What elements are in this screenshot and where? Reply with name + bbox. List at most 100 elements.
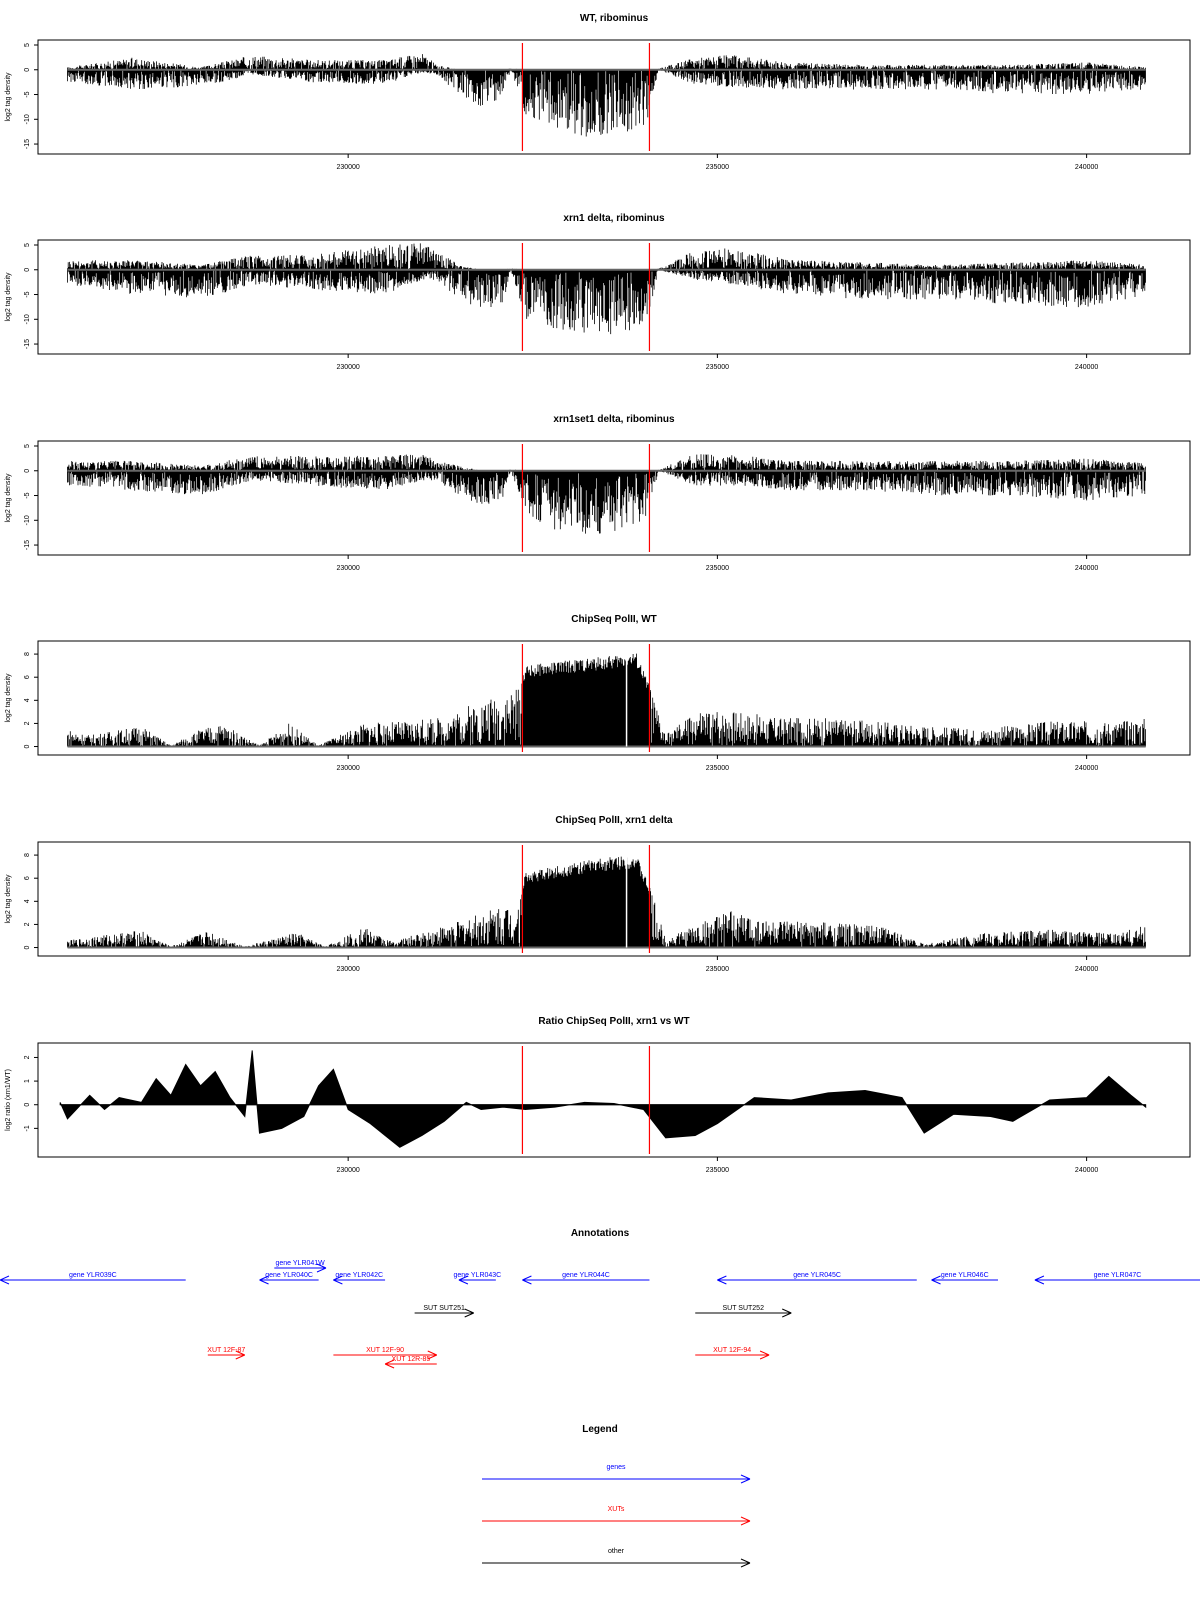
legend-title: Legend bbox=[582, 1424, 618, 1435]
y-tick-label: -1 bbox=[24, 1125, 31, 1131]
feature-sut-sut252: SUT SUT252 bbox=[695, 1305, 792, 1318]
feature-gene-ylr043c: gene YLR043C bbox=[454, 1272, 502, 1285]
legend-label: genes bbox=[606, 1464, 626, 1471]
x-tick-label: 230000 bbox=[336, 765, 359, 772]
annotations-title: Annotations bbox=[571, 1228, 630, 1239]
arrow-head bbox=[333, 1279, 343, 1285]
y-axis-label: log2 tag density bbox=[5, 473, 12, 523]
plot-frame bbox=[37, 440, 1191, 556]
feature-label: XUT 12R-85 bbox=[392, 1356, 431, 1363]
ratio-area bbox=[59, 1050, 1147, 1148]
arrow-head bbox=[740, 1558, 751, 1564]
arrow-head bbox=[384, 1363, 395, 1369]
feature-label: gene YLR043C bbox=[454, 1272, 502, 1279]
y-tick-label: 6 bbox=[24, 675, 31, 679]
series-6 bbox=[59, 1050, 1147, 1148]
feature-sut-sut251: SUT SUT251 bbox=[414, 1305, 474, 1318]
x-tick-label: 240000 bbox=[1075, 1167, 1098, 1174]
arrow-head bbox=[0, 1275, 10, 1281]
feature-label: gene YLR046C bbox=[941, 1272, 989, 1279]
x-tick-label: 235000 bbox=[706, 765, 729, 772]
feature-xut-12f-94: XUT 12F-94 bbox=[695, 1347, 770, 1360]
chart-title: ChipSeq PolII, xrn1 delta bbox=[555, 815, 673, 826]
plot-frame bbox=[37, 39, 1191, 155]
series-1 bbox=[67, 54, 1146, 137]
chart-panel-2: xrn1 delta, ribominus log2 tag density 5 0 -… bbox=[5, 213, 1191, 371]
feature-label: SUT SUT251 bbox=[423, 1305, 465, 1312]
chart-panel-4: ChipSeq PolII, WT log2 tag density 0 2 4 6 8 23… bbox=[5, 614, 1191, 772]
y-tick-label: 0 bbox=[24, 945, 31, 949]
feature-label: gene YLR045C bbox=[793, 1272, 841, 1279]
arrow-head bbox=[259, 1275, 269, 1281]
y-tick-label: 0 bbox=[24, 268, 31, 272]
y-tick-label: 4 bbox=[24, 698, 31, 702]
legend: Legend genes XUTs other bbox=[482, 1424, 751, 1568]
arrow-head bbox=[333, 1275, 343, 1281]
arrow-head bbox=[1034, 1275, 1045, 1281]
y-tick-label: 2 bbox=[24, 721, 31, 725]
data-bars bbox=[67, 856, 1146, 948]
arrow-head bbox=[717, 1279, 727, 1285]
chart-title: ChipSeq PolII, WT bbox=[571, 614, 657, 625]
legend-item-xut: XUTs bbox=[482, 1506, 751, 1526]
y-tick-label: 8 bbox=[24, 853, 31, 857]
plot-frame bbox=[37, 640, 1191, 756]
feature-xut-12f-87: XUT 12F-87 bbox=[207, 1347, 245, 1360]
arrow-head bbox=[782, 1308, 792, 1314]
y-axis-label: log2 tag density bbox=[5, 673, 12, 723]
y-tick-label: 5 bbox=[24, 444, 31, 448]
feature-xut-12r-85: XUT 12R-85 bbox=[384, 1356, 437, 1369]
y-tick-label: -5 bbox=[24, 291, 31, 297]
feature-label: gene YLR047C bbox=[1094, 1272, 1142, 1279]
arrow-head bbox=[464, 1308, 474, 1314]
x-tick-label: 235000 bbox=[706, 164, 729, 171]
y-axis-label: log2 tag density bbox=[5, 874, 12, 924]
y-axis-label: log2 ratio (xrn1/WT) bbox=[5, 1069, 12, 1131]
x-tick-label: 235000 bbox=[706, 1167, 729, 1174]
x-tick-label: 235000 bbox=[706, 364, 729, 371]
legend-item-gene: genes bbox=[482, 1464, 751, 1484]
chart-title: xrn1 delta, ribominus bbox=[563, 213, 665, 224]
feature-gene-ylr044c: gene YLR044C bbox=[522, 1272, 650, 1285]
feature-gene-ylr039c: gene YLR039C bbox=[0, 1272, 186, 1285]
feature-label: SUT SUT252 bbox=[722, 1305, 764, 1312]
arrow-head bbox=[427, 1354, 437, 1360]
arrow-head bbox=[458, 1279, 469, 1285]
chart-panel-6: Ratio ChipSeq PolII, xrn1 vs WT log2 rati… bbox=[5, 1016, 1191, 1174]
data-bars bbox=[67, 653, 1146, 747]
y-tick-label: 0 bbox=[24, 469, 31, 473]
y-tick-label: -15 bbox=[24, 540, 31, 550]
feature-gene-ylr042c: gene YLR042C bbox=[333, 1272, 386, 1285]
series-3 bbox=[67, 454, 1146, 534]
feature-label: gene YLR042C bbox=[335, 1272, 383, 1279]
feature-label: gene YLR040C bbox=[265, 1272, 313, 1279]
y-tick-label: 6 bbox=[24, 876, 31, 880]
x-tick-label: 230000 bbox=[336, 364, 359, 371]
feature-label: XUT 12F-87 bbox=[207, 1347, 245, 1354]
feature-label: XUT 12F-90 bbox=[366, 1347, 404, 1354]
series-4 bbox=[67, 651, 1146, 748]
arrow-head bbox=[522, 1279, 532, 1285]
x-tick-label: 235000 bbox=[706, 966, 729, 973]
data-bars bbox=[67, 243, 1146, 335]
feature-gene-ylr045c: gene YLR045C bbox=[717, 1272, 917, 1285]
y-tick-label: 1 bbox=[24, 1079, 31, 1083]
x-tick-label: 240000 bbox=[1075, 966, 1098, 973]
arrow-head bbox=[522, 1275, 532, 1281]
plot-frame bbox=[37, 239, 1191, 355]
feature-gene-ylr047c: gene YLR047C bbox=[1034, 1272, 1200, 1285]
chart-panel-1: WT, ribominus log2 tag density 5 0 -5 -10 -15 2… bbox=[5, 13, 1191, 171]
y-tick-label: 5 bbox=[24, 43, 31, 47]
arrow-head bbox=[235, 1350, 245, 1356]
chart-panel-3: xrn1set1 delta, ribominus log2 tag densit… bbox=[5, 414, 1191, 572]
arrow-head bbox=[1034, 1279, 1045, 1285]
arrow-head bbox=[384, 1359, 395, 1365]
data-bars bbox=[67, 454, 1146, 534]
y-tick-label: -15 bbox=[24, 139, 31, 149]
plot-frame bbox=[37, 841, 1191, 957]
arrow-head bbox=[316, 1267, 327, 1273]
chart-title: Ratio ChipSeq PolII, xrn1 vs WT bbox=[538, 1016, 689, 1027]
legend-item-other: other bbox=[482, 1548, 751, 1568]
arrow-head bbox=[0, 1279, 10, 1285]
